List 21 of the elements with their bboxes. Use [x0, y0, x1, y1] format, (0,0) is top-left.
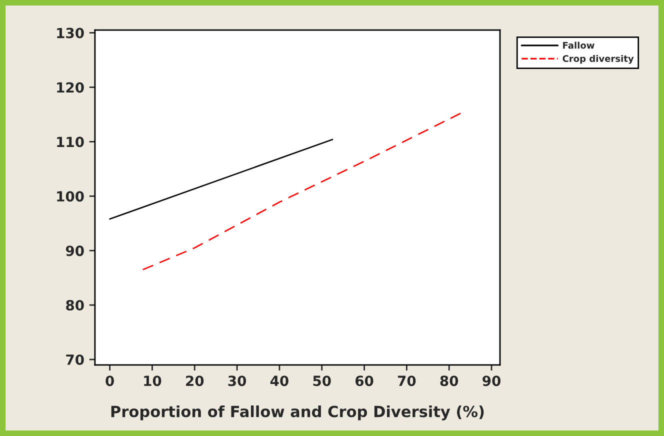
- x-tick-label: 80: [440, 376, 458, 386]
- legend-label: Fallow: [563, 42, 594, 49]
- x-tick-label: 40: [270, 376, 288, 386]
- y-tick-label: 90: [66, 246, 84, 256]
- x-axis-title: Proportion of Fallow and Crop Diversity (%): [111, 405, 484, 420]
- x-tick-label: 90: [482, 376, 501, 386]
- y-tick-label: 70: [66, 354, 84, 365]
- legend-label: Crop diversity: [562, 54, 634, 64]
- y-tick-label: 130: [57, 28, 84, 38]
- x-tick-label: 60: [355, 376, 374, 386]
- x-tick-label: 70: [398, 376, 416, 386]
- x-tick-label: 30: [228, 376, 246, 386]
- y-tick-label: 120: [57, 82, 84, 93]
- y-tick-label: 110: [57, 136, 84, 148]
- x-tick-label: 10: [144, 376, 162, 386]
- line-series: [142, 112, 464, 270]
- y-tick-label: 100: [57, 191, 84, 202]
- y-tick-label: 80: [66, 300, 84, 311]
- x-tick-label: 50: [313, 376, 331, 386]
- x-tick-label: 20: [186, 376, 204, 386]
- x-tick-label: 0: [106, 376, 114, 386]
